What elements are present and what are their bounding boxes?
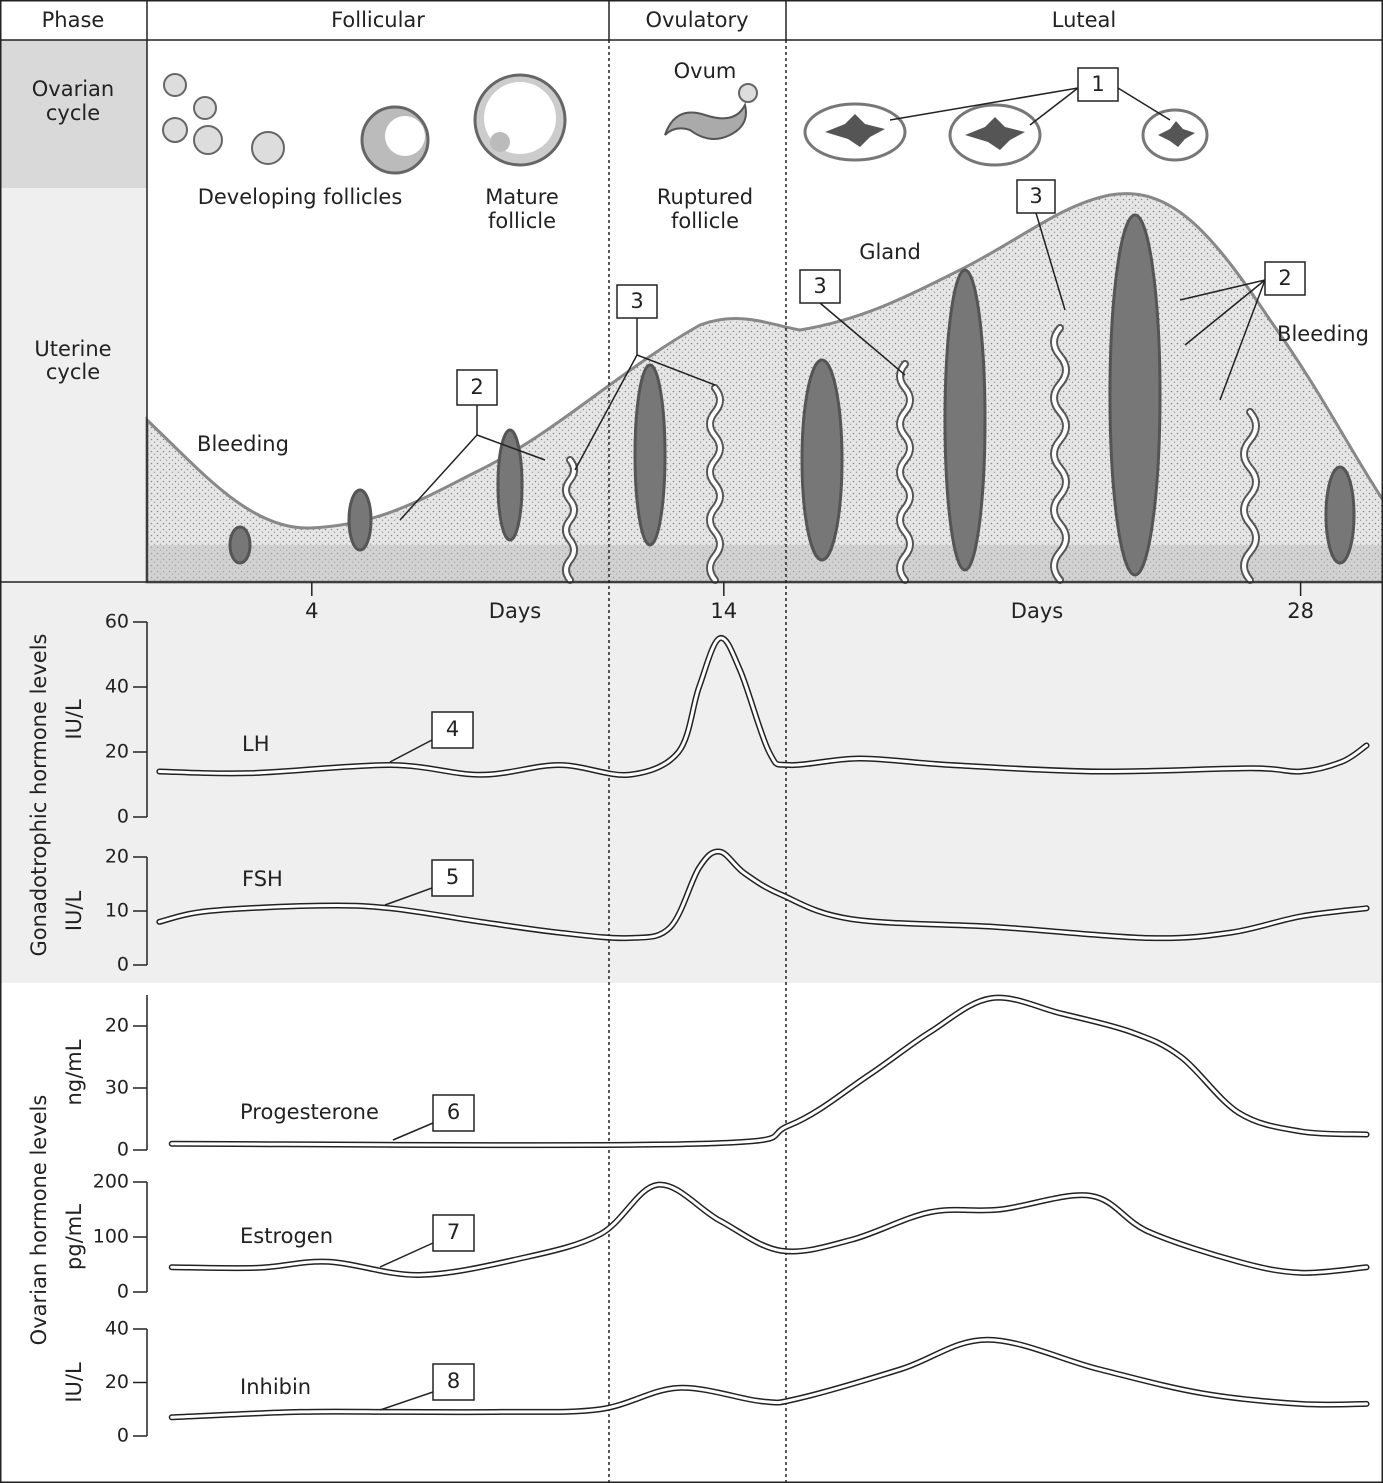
curve-inner: [170, 996, 1369, 1147]
follicles: [162, 73, 1209, 175]
phase-name: Luteal: [1052, 8, 1117, 32]
callout-number: 3: [813, 274, 826, 298]
phase-name: Follicular: [331, 8, 425, 32]
callout-number: 8: [447, 1369, 460, 1393]
y-axis-label: IU/L: [62, 891, 86, 932]
phase-header: Phase: [42, 8, 105, 32]
callout-box: [432, 1094, 475, 1132]
callout-number: 7: [447, 1220, 460, 1244]
label: follicle: [671, 209, 739, 233]
y-tick-label: 40: [105, 1318, 129, 1340]
label: Bleeding: [197, 432, 289, 456]
callout-box: [431, 711, 474, 749]
callout-box: [432, 1214, 475, 1252]
y-axis-label: ng/mL: [62, 1039, 86, 1105]
callout-number: 5: [446, 865, 459, 889]
y-tick-label: 0: [117, 1281, 129, 1303]
axis-label: Days: [489, 599, 541, 623]
x-tick-label: 14: [710, 599, 737, 623]
group-label: Ovarian hormone levels: [27, 1095, 51, 1346]
callouts: 1 3 3 2 3 2: [399, 67, 1306, 521]
curve: [168, 1181, 1370, 1278]
y-tick-label: 0: [117, 1425, 129, 1447]
callout-line: [392, 1122, 434, 1141]
label: Ruptured: [657, 185, 753, 209]
y-tick-label: 10: [105, 900, 129, 922]
series-label: FSH: [242, 867, 283, 891]
label: Bleeding: [1277, 322, 1369, 346]
curve-inner: [170, 1183, 1369, 1277]
y-tick-label: 0: [117, 954, 129, 976]
series-label: Inhibin: [240, 1375, 311, 1399]
callout-number: 4: [446, 717, 459, 741]
series-label: LH: [242, 732, 270, 756]
row-label: cycle: [46, 101, 100, 125]
ovarian-row-bg: [0, 40, 147, 188]
y-tick-label: 0: [117, 1139, 129, 1161]
callout-number: 3: [1029, 184, 1042, 208]
axis-label: Days: [1011, 599, 1063, 623]
callout-number: 1: [1091, 72, 1104, 96]
curve-inner: [170, 1338, 1369, 1419]
label: follicle: [488, 209, 556, 233]
label: Gland: [859, 240, 921, 264]
y-tick-label: 0: [117, 806, 129, 828]
group-label: Gonadotrophic hormone levels: [27, 634, 51, 957]
y-tick-label: 20: [105, 1015, 129, 1037]
y-tick-label: 60: [105, 611, 129, 633]
callout-box: [431, 859, 474, 897]
x-tick-label: 4: [305, 599, 318, 623]
callout-line: [379, 1391, 434, 1411]
y-axis-label: IU/L: [62, 1362, 86, 1403]
y-tick-label: 200: [93, 1171, 129, 1193]
label: Mature: [485, 185, 559, 209]
y-tick-label: 100: [93, 1226, 129, 1248]
row-label: Uterine: [34, 337, 111, 361]
x-tick-label: 28: [1287, 599, 1314, 623]
y-axis-label: pg/mL: [62, 1204, 86, 1270]
callout-number: 6: [447, 1100, 460, 1124]
y-tick-label: 20: [105, 1371, 129, 1393]
row-label: Ovarian: [32, 77, 114, 101]
y-tick-label: 30: [105, 1077, 129, 1099]
y-tick-label: 20: [105, 741, 129, 763]
phase-name: Ovulatory: [645, 8, 748, 32]
series-label: Estrogen: [240, 1224, 333, 1248]
y-tick-label: 40: [105, 676, 129, 698]
y-axis-label: IU/L: [62, 699, 86, 740]
gonadotrophic-bg: [0, 582, 1383, 983]
label: Developing follicles: [198, 185, 403, 209]
label: Ovum: [674, 59, 737, 83]
uterine-row-bg: [0, 188, 147, 582]
series-label: Progesterone: [240, 1100, 379, 1124]
row-label: cycle: [46, 360, 100, 384]
curve-inner: [157, 850, 1369, 940]
curve-inner: [157, 636, 1369, 777]
callout-line: [384, 887, 433, 906]
y-tick-label: 20: [105, 846, 129, 868]
callout-number: 2: [1278, 266, 1291, 290]
curve: [168, 1336, 1370, 1421]
endometrium: [145, 192, 1383, 584]
callout-number: 3: [630, 289, 643, 313]
callout-line: [389, 739, 433, 763]
callout-number: 2: [470, 375, 483, 399]
callout-line: [379, 1242, 434, 1268]
callout-box: [432, 1363, 475, 1401]
